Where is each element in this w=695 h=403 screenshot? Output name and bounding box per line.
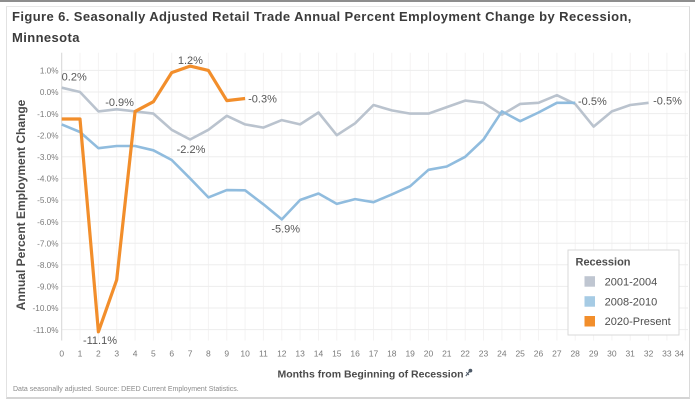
svg-text:-5.0%: -5.0% bbox=[37, 196, 58, 205]
svg-text:30: 30 bbox=[607, 349, 617, 359]
svg-text:-0.5%: -0.5% bbox=[653, 96, 682, 108]
svg-text:-2.2%: -2.2% bbox=[177, 144, 206, 156]
svg-text:-1.0%: -1.0% bbox=[37, 110, 58, 119]
svg-text:6: 6 bbox=[169, 349, 174, 359]
svg-text:3: 3 bbox=[114, 349, 119, 359]
svg-text:2: 2 bbox=[96, 349, 101, 359]
svg-text:2020-Present: 2020-Present bbox=[605, 316, 671, 328]
svg-text:-6.0%: -6.0% bbox=[37, 218, 58, 227]
svg-text:28: 28 bbox=[570, 349, 580, 359]
svg-text:-0.9%: -0.9% bbox=[105, 97, 134, 109]
svg-text:-10.0%: -10.0% bbox=[33, 304, 59, 313]
svg-text:32: 32 bbox=[644, 349, 654, 359]
svg-text:2001-2004: 2001-2004 bbox=[605, 276, 658, 288]
svg-text:0.0%: 0.0% bbox=[40, 88, 59, 97]
svg-text:18: 18 bbox=[387, 349, 397, 359]
svg-text:17: 17 bbox=[369, 349, 379, 359]
svg-text:1.2%: 1.2% bbox=[178, 55, 203, 67]
svg-text:33: 33 bbox=[662, 349, 672, 359]
svg-text:7: 7 bbox=[188, 349, 193, 359]
svg-text:0.2%: 0.2% bbox=[62, 72, 87, 84]
svg-text:29: 29 bbox=[589, 349, 599, 359]
svg-text:12: 12 bbox=[277, 349, 287, 359]
svg-text:22: 22 bbox=[460, 349, 470, 359]
svg-text:15: 15 bbox=[332, 349, 342, 359]
svg-text:5: 5 bbox=[151, 349, 156, 359]
svg-text:11: 11 bbox=[259, 349, 268, 359]
svg-text:9: 9 bbox=[224, 349, 229, 359]
svg-text:0: 0 bbox=[59, 349, 64, 359]
svg-text:19: 19 bbox=[405, 349, 415, 359]
svg-text:-7.0%: -7.0% bbox=[37, 239, 58, 248]
svg-text:27: 27 bbox=[552, 349, 562, 359]
svg-text:4: 4 bbox=[133, 349, 138, 359]
svg-text:-5.9%: -5.9% bbox=[271, 224, 300, 236]
svg-text:-0.3%: -0.3% bbox=[248, 94, 277, 106]
svg-text:20: 20 bbox=[424, 349, 434, 359]
svg-text:16: 16 bbox=[350, 349, 360, 359]
svg-text:-2.0%: -2.0% bbox=[37, 131, 58, 140]
svg-text:23: 23 bbox=[479, 349, 489, 359]
svg-text:13: 13 bbox=[295, 349, 305, 359]
svg-text:Annual Percent Employment Chan: Annual Percent Employment Change bbox=[14, 99, 28, 310]
svg-text:2008-2010: 2008-2010 bbox=[605, 296, 658, 308]
svg-text:34: 34 bbox=[675, 349, 685, 359]
svg-text:10: 10 bbox=[240, 349, 250, 359]
svg-text:-11.1%: -11.1% bbox=[83, 335, 117, 347]
svg-text:21: 21 bbox=[442, 349, 452, 359]
svg-text:-4.0%: -4.0% bbox=[37, 175, 58, 184]
svg-text:26: 26 bbox=[534, 349, 544, 359]
svg-text:31: 31 bbox=[625, 349, 635, 359]
svg-text:-11.0%: -11.0% bbox=[33, 326, 58, 335]
svg-text:1.0%: 1.0% bbox=[40, 67, 59, 76]
svg-text:24: 24 bbox=[497, 349, 507, 359]
svg-text:Recession: Recession bbox=[576, 257, 631, 269]
svg-text:25: 25 bbox=[515, 349, 525, 359]
svg-text:-8.0%: -8.0% bbox=[37, 261, 58, 270]
svg-text:-9.0%: -9.0% bbox=[37, 283, 58, 292]
svg-text:1: 1 bbox=[78, 349, 83, 359]
svg-text:14: 14 bbox=[314, 349, 324, 359]
svg-text:Months from Beginning of Reces: Months from Beginning of Recession bbox=[277, 368, 463, 380]
svg-text:-3.0%: -3.0% bbox=[37, 153, 58, 162]
svg-text:8: 8 bbox=[206, 349, 211, 359]
svg-text:-0.5%: -0.5% bbox=[578, 96, 607, 108]
